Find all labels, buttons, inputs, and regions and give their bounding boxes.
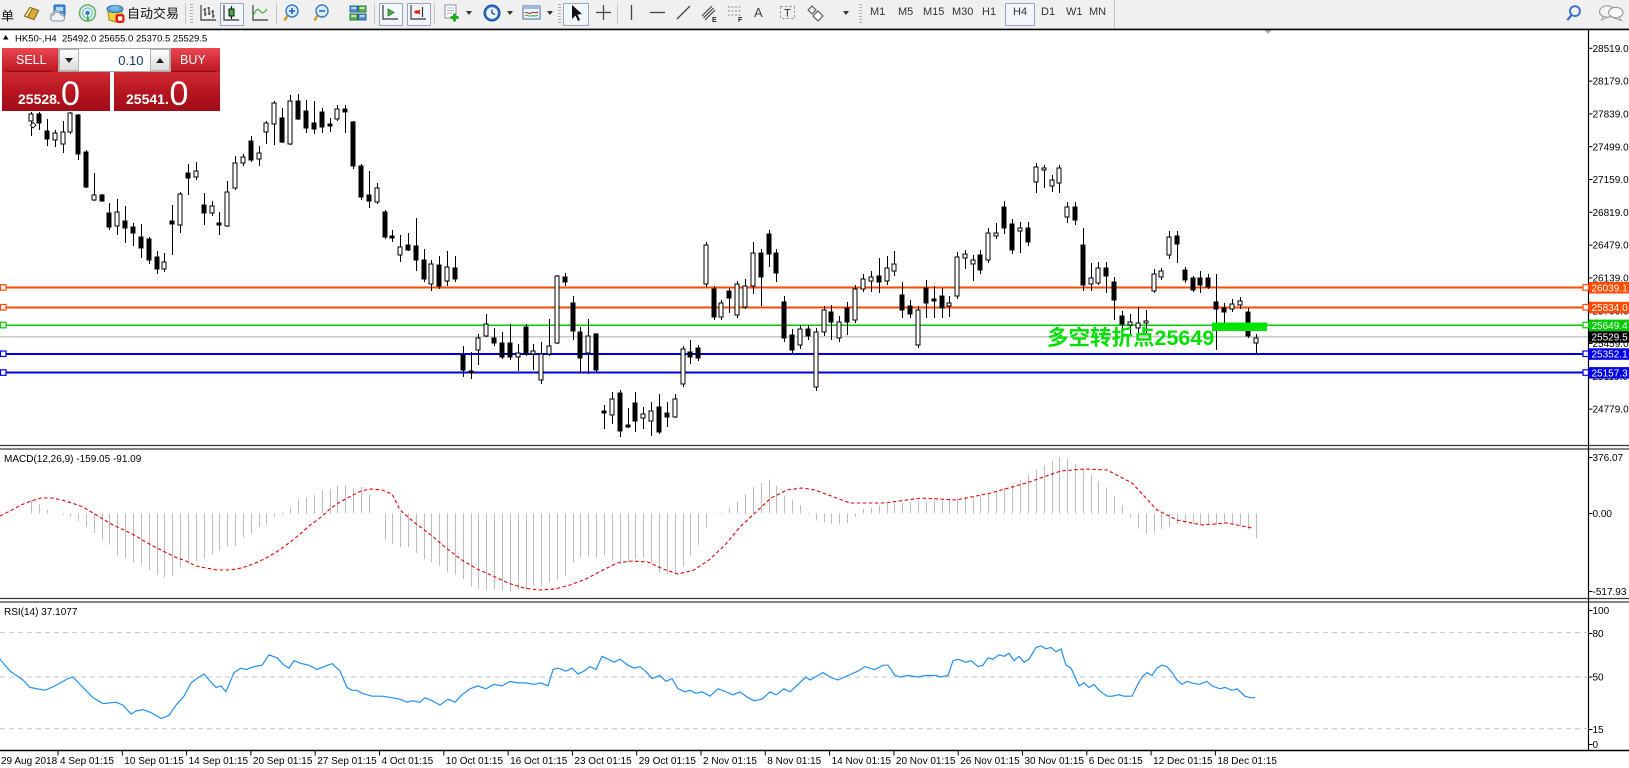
- svg-text:376.07: 376.07: [1593, 453, 1624, 464]
- svg-text:25834.0: 25834.0: [1592, 303, 1629, 314]
- svg-text:26 Nov 01:15: 26 Nov 01:15: [960, 756, 1020, 767]
- svg-text:27 Sep 01:15: 27 Sep 01:15: [317, 756, 377, 767]
- svg-text:16 Oct 01:15: 16 Oct 01:15: [510, 756, 568, 767]
- svg-text:20 Sep 01:15: 20 Sep 01:15: [253, 756, 313, 767]
- svg-text:27839.0: 27839.0: [1593, 110, 1629, 121]
- svg-text:4 Oct 01:15: 4 Oct 01:15: [382, 756, 434, 767]
- svg-text:HK50-,H4 25492.0 25655.0 2537: HK50-,H4 25492.0 25655.0 25370.5 25529.5: [15, 34, 207, 45]
- svg-text:14 Nov 01:15: 14 Nov 01:15: [832, 756, 892, 767]
- svg-text:8 Nov 01:15: 8 Nov 01:15: [767, 756, 821, 767]
- svg-text:18 Dec 01:15: 18 Dec 01:15: [1217, 756, 1277, 767]
- svg-text:28179.0: 28179.0: [1593, 77, 1629, 88]
- svg-text:27499.0: 27499.0: [1593, 142, 1629, 153]
- svg-text:25649.4: 25649.4: [1592, 321, 1629, 332]
- svg-text:27159.0: 27159.0: [1593, 175, 1629, 186]
- svg-text:25157.3: 25157.3: [1592, 368, 1629, 379]
- svg-text:25352.1: 25352.1: [1592, 350, 1629, 361]
- svg-text:30 Nov 01:15: 30 Nov 01:15: [1025, 756, 1085, 767]
- svg-text:15: 15: [1593, 725, 1605, 736]
- svg-text:28519.0: 28519.0: [1593, 44, 1629, 55]
- svg-text:0: 0: [1593, 740, 1599, 751]
- svg-text:26479.0: 26479.0: [1593, 241, 1629, 252]
- svg-text:26139.0: 26139.0: [1593, 274, 1629, 285]
- svg-text:20 Nov 01:15: 20 Nov 01:15: [896, 756, 956, 767]
- svg-text:80: 80: [1593, 629, 1605, 640]
- svg-text:25529.5: 25529.5: [1592, 333, 1629, 344]
- svg-text:RSI(14) 37.1077: RSI(14) 37.1077: [4, 607, 78, 618]
- svg-text:10 Oct 01:15: 10 Oct 01:15: [446, 756, 504, 767]
- svg-text:F: F: [738, 17, 743, 24]
- svg-text:0.00: 0.00: [1593, 509, 1613, 520]
- svg-text:25459.0: 25459.0: [1593, 339, 1629, 350]
- svg-text:-517.93: -517.93: [1593, 587, 1627, 598]
- svg-text:T: T: [784, 7, 791, 19]
- svg-text:6 Dec 01:15: 6 Dec 01:15: [1089, 756, 1143, 767]
- svg-text:26819.0: 26819.0: [1593, 208, 1629, 219]
- svg-text:4 Sep 01:15: 4 Sep 01:15: [60, 756, 114, 767]
- svg-text:50: 50: [1593, 673, 1605, 684]
- svg-text:25649: 25649: [1155, 326, 1215, 350]
- svg-text:MACD(12,26,9) -159.05 -91.09: MACD(12,26,9) -159.05 -91.09: [4, 454, 142, 465]
- svg-text:2 Nov 01:15: 2 Nov 01:15: [703, 756, 757, 767]
- svg-text:24779.0: 24779.0: [1593, 405, 1629, 416]
- svg-text:12 Dec 01:15: 12 Dec 01:15: [1153, 756, 1213, 767]
- svg-text:E: E: [712, 17, 717, 24]
- svg-text:26039.1: 26039.1: [1592, 283, 1629, 294]
- svg-text:29 Oct 01:15: 29 Oct 01:15: [639, 756, 697, 767]
- svg-text:100: 100: [1593, 606, 1610, 617]
- svg-text:10 Sep 01:15: 10 Sep 01:15: [124, 756, 184, 767]
- svg-text:23 Oct 01:15: 23 Oct 01:15: [574, 756, 632, 767]
- svg-text:29 Aug 2018: 29 Aug 2018: [1, 756, 58, 767]
- svg-text:14 Sep 01:15: 14 Sep 01:15: [189, 756, 249, 767]
